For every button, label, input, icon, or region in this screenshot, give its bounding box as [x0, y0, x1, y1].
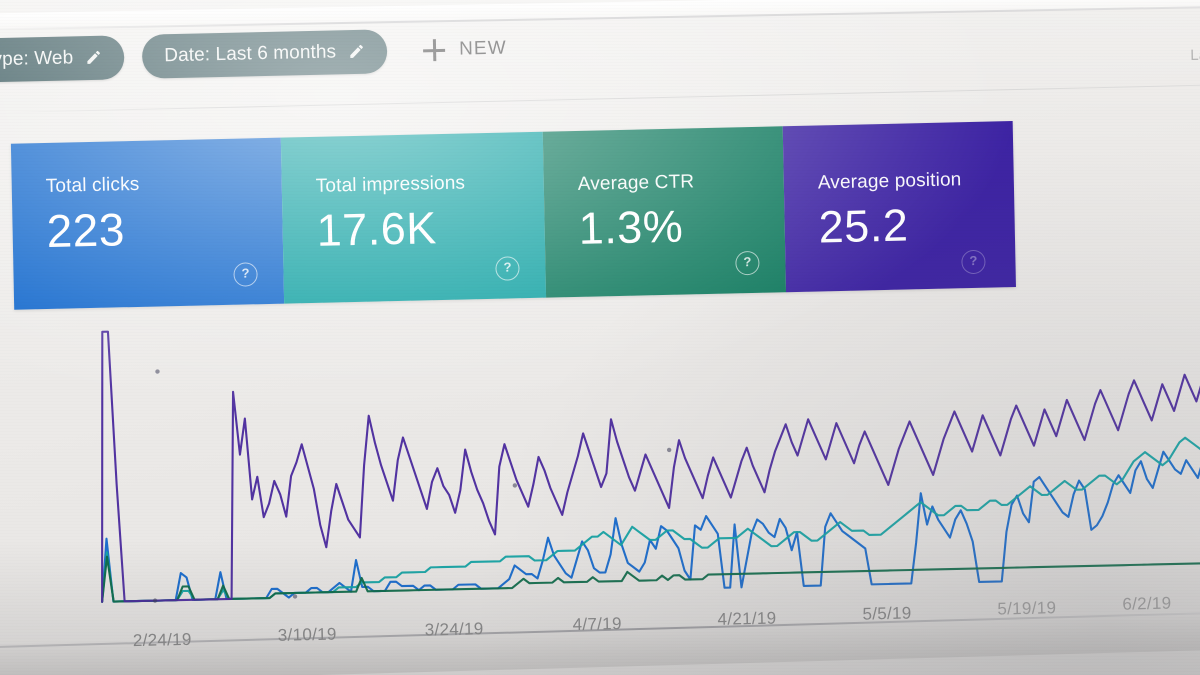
chart-svg	[6, 288, 1200, 616]
metric-card-value: 223	[46, 203, 126, 257]
x-axis-tick-label: 4/21/19	[717, 608, 777, 629]
help-circle-icon[interactable]: ?	[233, 262, 258, 287]
pencil-icon	[350, 44, 363, 58]
metric-card-average-ctr[interactable]: Average CTR 1.3% ?	[542, 126, 787, 298]
chart-series-line	[97, 307, 1200, 602]
filter-chip-search-type-label: type: Web	[0, 47, 74, 71]
x-axis-tick-label: 2/24/19	[132, 629, 192, 651]
chart-data-point-marker	[155, 369, 160, 374]
help-circle-icon[interactable]: ?	[961, 249, 986, 275]
metric-card-value: 17.6K	[316, 202, 438, 256]
new-filter-button-label: NEW	[458, 37, 507, 60]
metric-card-row: Total clicks 223 ? Total impressions 17.…	[10, 121, 1016, 310]
filter-chip-search-type[interactable]: type: Web	[0, 35, 125, 83]
toolbar-right-partial-label: La	[1190, 46, 1200, 65]
x-axis-tick-label: 5/5/19	[862, 603, 912, 624]
metric-card-label: Total clicks	[45, 173, 140, 198]
metric-card-label: Average position	[817, 169, 962, 194]
x-axis-tick-label: 3/10/19	[277, 624, 337, 645]
filter-chip-date-label: Date: Last 6 months	[164, 41, 337, 67]
new-filter-button[interactable]: NEW	[415, 33, 515, 65]
performance-line-chart[interactable]	[6, 288, 1200, 616]
chart-data-point-marker	[152, 598, 158, 603]
x-axis-tick-label: 6/2/19	[1122, 593, 1172, 614]
metric-card-total-clicks[interactable]: Total clicks 223 ?	[10, 137, 285, 310]
filter-chip-date[interactable]: Date: Last 6 months	[141, 29, 388, 79]
filter-chip-bar: type: Web Date: Last 6 months NEW	[0, 21, 666, 85]
metric-card-value: 1.3%	[578, 200, 684, 254]
pencil-icon	[87, 50, 101, 64]
metric-card-label: Total impressions	[315, 172, 466, 197]
metric-card-average-position[interactable]: Average position 25.2 ?	[782, 121, 1016, 293]
chart-data-point-marker	[512, 483, 518, 488]
metric-card-label: Average CTR	[577, 171, 695, 195]
x-axis-tick-label: 5/19/19	[997, 598, 1057, 619]
help-circle-icon[interactable]: ?	[495, 256, 520, 281]
x-axis-tick-label: 4/7/19	[572, 614, 622, 635]
help-circle-icon[interactable]: ?	[735, 250, 760, 276]
chart-series-line	[99, 424, 1200, 602]
toolbar-divider	[2, 84, 1200, 113]
metric-card-value: 25.2	[818, 199, 909, 253]
plus-icon	[423, 39, 445, 61]
metric-card-total-impressions[interactable]: Total impressions 17.6K ?	[280, 131, 547, 304]
x-axis-tick-label: 3/24/19	[424, 619, 484, 640]
chart-data-point-marker	[666, 447, 672, 453]
